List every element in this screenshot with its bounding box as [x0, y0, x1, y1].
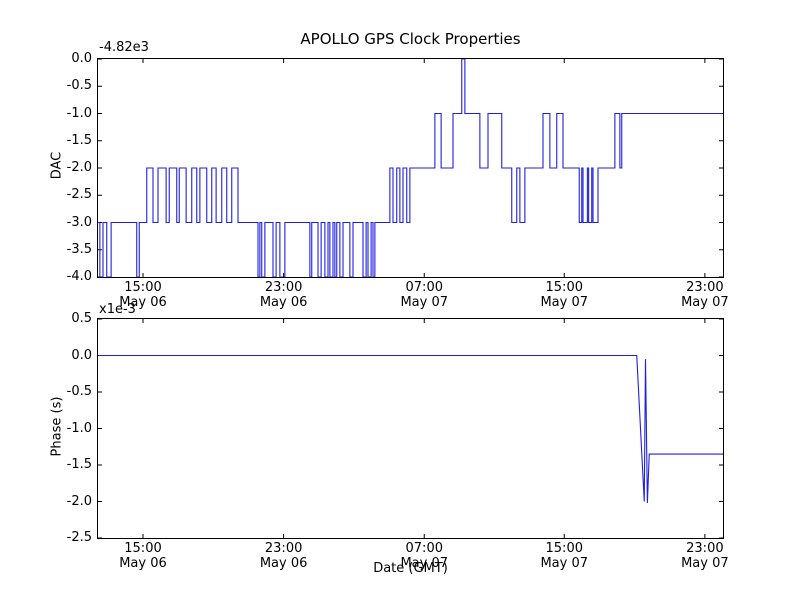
y-tick-label: -2.0: [66, 160, 92, 175]
chart-title: APOLLO GPS Clock Properties: [300, 30, 521, 48]
x-tick-label: 15:00 May 07: [540, 541, 589, 571]
phase-axis-scale-text: x1e-3: [99, 302, 136, 317]
x-tick-label: 15:00 May 06: [119, 541, 167, 571]
y-tick-label: 0.0: [71, 347, 92, 363]
x-tick-label: 23:00 May 07: [681, 541, 729, 571]
y-tick-label: 0.5: [71, 311, 92, 326]
y-tick-label: -2.0: [66, 493, 92, 509]
y-tick-label: -3.5: [66, 241, 92, 257]
dac-subplot-axes: [97, 58, 724, 278]
phase-subplot-axes: [97, 318, 724, 539]
y-tick-label: -0.5: [66, 78, 92, 94]
y-tick-label: -2.5: [66, 187, 92, 203]
dac-plot: [98, 59, 723, 277]
x-tick-label: 15:00 May 06: [119, 280, 167, 310]
x-tick-label: 23:00 May 06: [259, 280, 308, 310]
x-tick-label: 07:00 May 07: [400, 541, 449, 571]
y-tick-label: -1.5: [66, 457, 92, 472]
x-axis-label: Date (GMT): [373, 561, 448, 576]
y-tick-label: -1.0: [66, 420, 92, 436]
y-tick-label: -4.0: [66, 269, 92, 284]
y-tick-label: -3.0: [66, 214, 92, 230]
y-tick-label: -0.5: [66, 384, 92, 399]
phase-plot: [98, 319, 723, 538]
x-tick-label: 07:00 May 07: [400, 280, 449, 310]
y-tick-label: -1.0: [66, 105, 92, 121]
y-tick-label: -2.5: [66, 530, 92, 545]
dac-axis-offset-text: -4.82e3: [99, 40, 149, 55]
x-tick-label: 23:00 May 07: [681, 280, 729, 310]
x-tick-label: 15:00 May 07: [540, 280, 589, 310]
y-tick-label: -1.5: [66, 132, 92, 148]
x-tick-label: 23:00 May 06: [259, 541, 308, 571]
y-tick-label: 0.0: [71, 51, 92, 66]
